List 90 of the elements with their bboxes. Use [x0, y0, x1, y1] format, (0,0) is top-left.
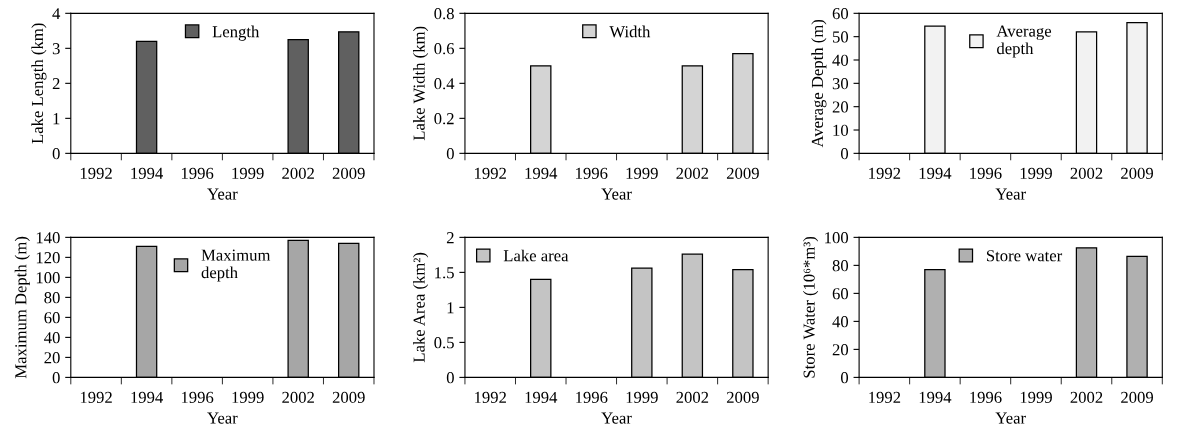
y-tick-label: 1 [447, 302, 454, 314]
y-tick-label: 20 [832, 101, 849, 113]
x-tick-label: 1999 [1020, 391, 1052, 404]
x-tick-label: 2002 [1070, 167, 1103, 179]
x-tick-label: 2009 [1121, 167, 1154, 179]
x-axis-title: Year [601, 188, 632, 200]
y-tick-label: 0 [52, 148, 60, 160]
y-tick-label: 0.5 [434, 337, 454, 349]
x-tick-label: 1999 [626, 391, 658, 404]
x-axis-title: Year [207, 412, 238, 424]
x-axis-title: Year [995, 188, 1026, 200]
y-tick-label: 80 [832, 260, 849, 272]
x-axis-title: Year [207, 188, 238, 200]
x-tick-label: 1994 [131, 391, 163, 404]
y-axis-title: Lake Area (km²) [413, 252, 429, 363]
legend-label: Lake area [503, 249, 569, 262]
x-tick-label: 1999 [232, 391, 264, 404]
x-tick-label: 1999 [1020, 167, 1052, 179]
y-tick-label: 0.4 [434, 78, 455, 90]
y-tick-label: 60 [44, 312, 60, 324]
y-axis-title: Average Depth (m) [811, 19, 827, 148]
legend-label: Store water [986, 250, 1063, 262]
x-tick-label: 1994 [131, 167, 163, 179]
x-tick-label: 1996 [970, 391, 1002, 404]
x-tick-label: 1992 [869, 167, 901, 179]
y-tick-label: 60 [832, 288, 849, 300]
x-axis-title: Year [995, 412, 1026, 424]
y-tick-label: 1 [53, 113, 60, 125]
x-tick-label: 2002 [1070, 391, 1103, 404]
y-tick-label: 3 [52, 43, 60, 55]
x-tick-label: 2009 [332, 391, 365, 404]
x-tick-label: 1992 [475, 391, 506, 404]
y-tick-label: 0 [52, 372, 60, 384]
x-tick-label: 1994 [525, 167, 558, 179]
y-tick-label: 60 [832, 8, 849, 20]
legend-label: Average depth [996, 25, 1052, 58]
y-axis-title: Store Water (10⁶*m³) [803, 236, 819, 378]
y-tick-label: 40 [832, 316, 849, 328]
x-tick-label: 2009 [726, 391, 759, 404]
y-tick-label: 0.8 [434, 8, 454, 20]
y-tick-label: 1.5 [435, 267, 454, 279]
y-tick-label: 2 [52, 78, 60, 90]
y-axis-title: Maximum Depth (m) [14, 236, 30, 379]
y-tick-label: 40 [832, 54, 849, 66]
y-tick-label: 30 [832, 78, 849, 90]
y-tick-label: 20 [832, 344, 849, 356]
x-tick-label: 1992 [475, 167, 506, 179]
y-tick-label: 10 [833, 124, 849, 136]
legend-label: Maximum depth [201, 249, 271, 282]
y-tick-label: 0 [446, 148, 454, 160]
x-tick-label: 1996 [181, 391, 214, 404]
x-tick-label: 2002 [676, 391, 709, 404]
x-tick-label: 1996 [970, 167, 1002, 179]
legend-label: Length [212, 25, 260, 41]
x-tick-label: 1994 [525, 391, 558, 404]
y-tick-label: 4 [52, 8, 61, 20]
x-tick-label: 1994 [919, 391, 952, 404]
x-tick-label: 2002 [676, 167, 709, 179]
y-tick-label: 0 [840, 148, 849, 160]
y-tick-label: 140 [36, 232, 60, 244]
y-tick-label: 20 [44, 352, 60, 364]
y-tick-label: 0.6 [434, 43, 455, 55]
x-tick-label: 2002 [282, 391, 314, 404]
y-tick-label: 2 [446, 232, 454, 244]
x-tick-label: 1996 [576, 391, 608, 404]
x-tick-label: 2009 [332, 167, 365, 179]
y-tick-label: 0 [446, 372, 454, 384]
x-axis-title: Year [601, 412, 632, 424]
x-tick-label: 1996 [181, 167, 214, 179]
y-tick-label: 50 [832, 31, 849, 43]
y-tick-label: 0 [840, 372, 849, 384]
x-tick-label: 1994 [919, 167, 952, 179]
x-tick-label: 1992 [80, 391, 112, 404]
legend-label: Width [609, 25, 651, 38]
y-tick-label: 0.2 [434, 113, 454, 125]
x-tick-label: 2009 [1121, 391, 1154, 404]
x-tick-label: 1999 [232, 167, 264, 179]
x-tick-label: 1999 [626, 167, 658, 179]
x-tick-label: 1992 [80, 167, 112, 179]
x-tick-label: 2009 [726, 167, 759, 179]
x-tick-label: 1992 [869, 391, 901, 404]
x-tick-label: 2002 [282, 167, 314, 179]
y-axis-title: Lake Width (km) [413, 26, 429, 141]
y-tick-label: 100 [36, 272, 60, 284]
y-tick-label: 100 [825, 232, 849, 244]
x-tick-label: 1996 [576, 167, 608, 179]
y-tick-label: 80 [44, 292, 60, 304]
y-tick-label: 40 [44, 332, 60, 344]
y-tick-label: 120 [36, 252, 60, 264]
y-axis-title: Lake Length (km) [31, 23, 47, 144]
